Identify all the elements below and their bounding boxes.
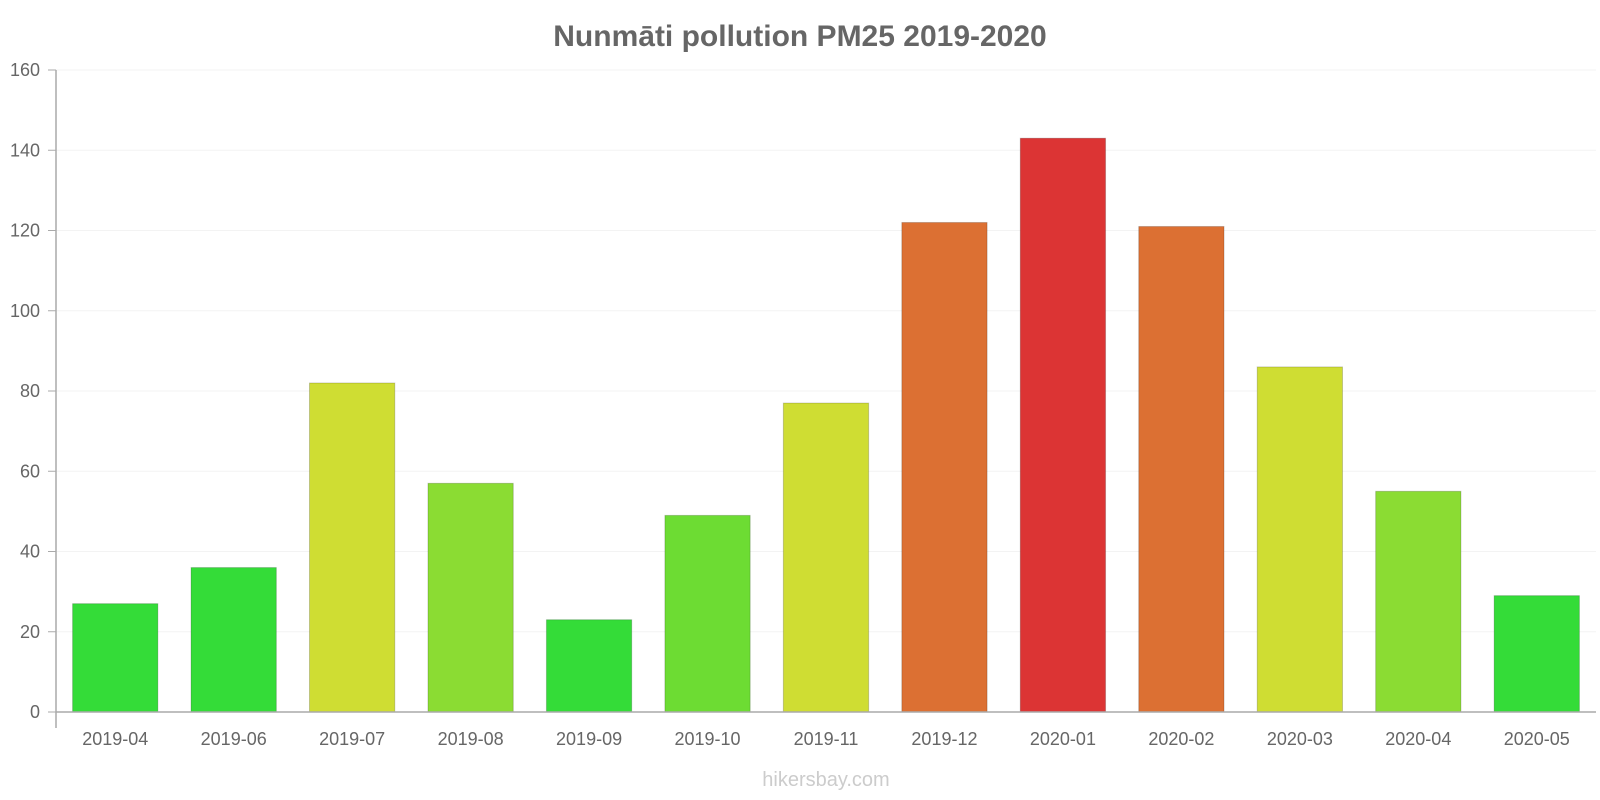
- watermark: hikersbay.com: [762, 769, 889, 791]
- chart-title: Nunmāti pollution PM25 2019-2020: [553, 20, 1046, 53]
- y-tick-label: 20: [20, 622, 40, 642]
- bar-2019-04: [72, 603, 159, 713]
- y-tick-label: 0: [30, 702, 40, 722]
- y-tick-label: 160: [10, 60, 40, 80]
- bar-2020-02: [1138, 225, 1225, 713]
- y-tick-label: 40: [20, 542, 40, 562]
- bar-2019-11: [782, 402, 870, 713]
- y-tick-label: 100: [10, 301, 40, 321]
- x-tick-label: 2020-05: [1504, 729, 1570, 749]
- bar-2020-05: [1493, 595, 1580, 713]
- x-tick-label: 2020-01: [1030, 729, 1096, 749]
- x-tick-label: 2019-08: [438, 729, 504, 749]
- x-tick-label: 2020-02: [1148, 729, 1214, 749]
- x-tick-label: 2019-11: [794, 729, 859, 749]
- y-tick-label: 140: [10, 140, 40, 160]
- x-tick-label: 2019-12: [911, 729, 977, 749]
- x-tick-label: 2019-10: [675, 729, 741, 749]
- bar-2019-10: [664, 514, 751, 713]
- x-axis-ticks: 2019-04 2019-06 2019-07 2019-08 2019-09 2019-…: [82, 729, 1570, 749]
- x-tick-label: 2019-07: [319, 729, 385, 749]
- x-tick-label: 2020-03: [1267, 729, 1333, 749]
- bar-2020-04: [1375, 490, 1462, 713]
- bars: [72, 137, 1580, 713]
- bar-2019-12: [901, 221, 988, 713]
- bar-2019-06: [190, 567, 277, 713]
- x-tick-label: 2019-09: [556, 729, 622, 749]
- x-tick-label: 2019-06: [201, 729, 267, 749]
- x-tick-label: 2019-04: [82, 729, 148, 749]
- bar-2020-01: [1019, 137, 1107, 713]
- bar-2019-07: [309, 382, 396, 713]
- x-tick-label: 2020-04: [1385, 729, 1451, 749]
- axes: [55, 70, 1596, 728]
- y-tick-label: 60: [20, 461, 40, 481]
- bar-2020-03: [1256, 366, 1343, 713]
- y-tick-label: 120: [10, 221, 40, 241]
- y-axis-ticks: 0 20 40 60 80 100 120 140 160: [10, 60, 56, 722]
- bar-2019-09: [545, 619, 633, 713]
- bar-2019-08: [427, 482, 514, 713]
- y-tick-label: 80: [20, 381, 40, 401]
